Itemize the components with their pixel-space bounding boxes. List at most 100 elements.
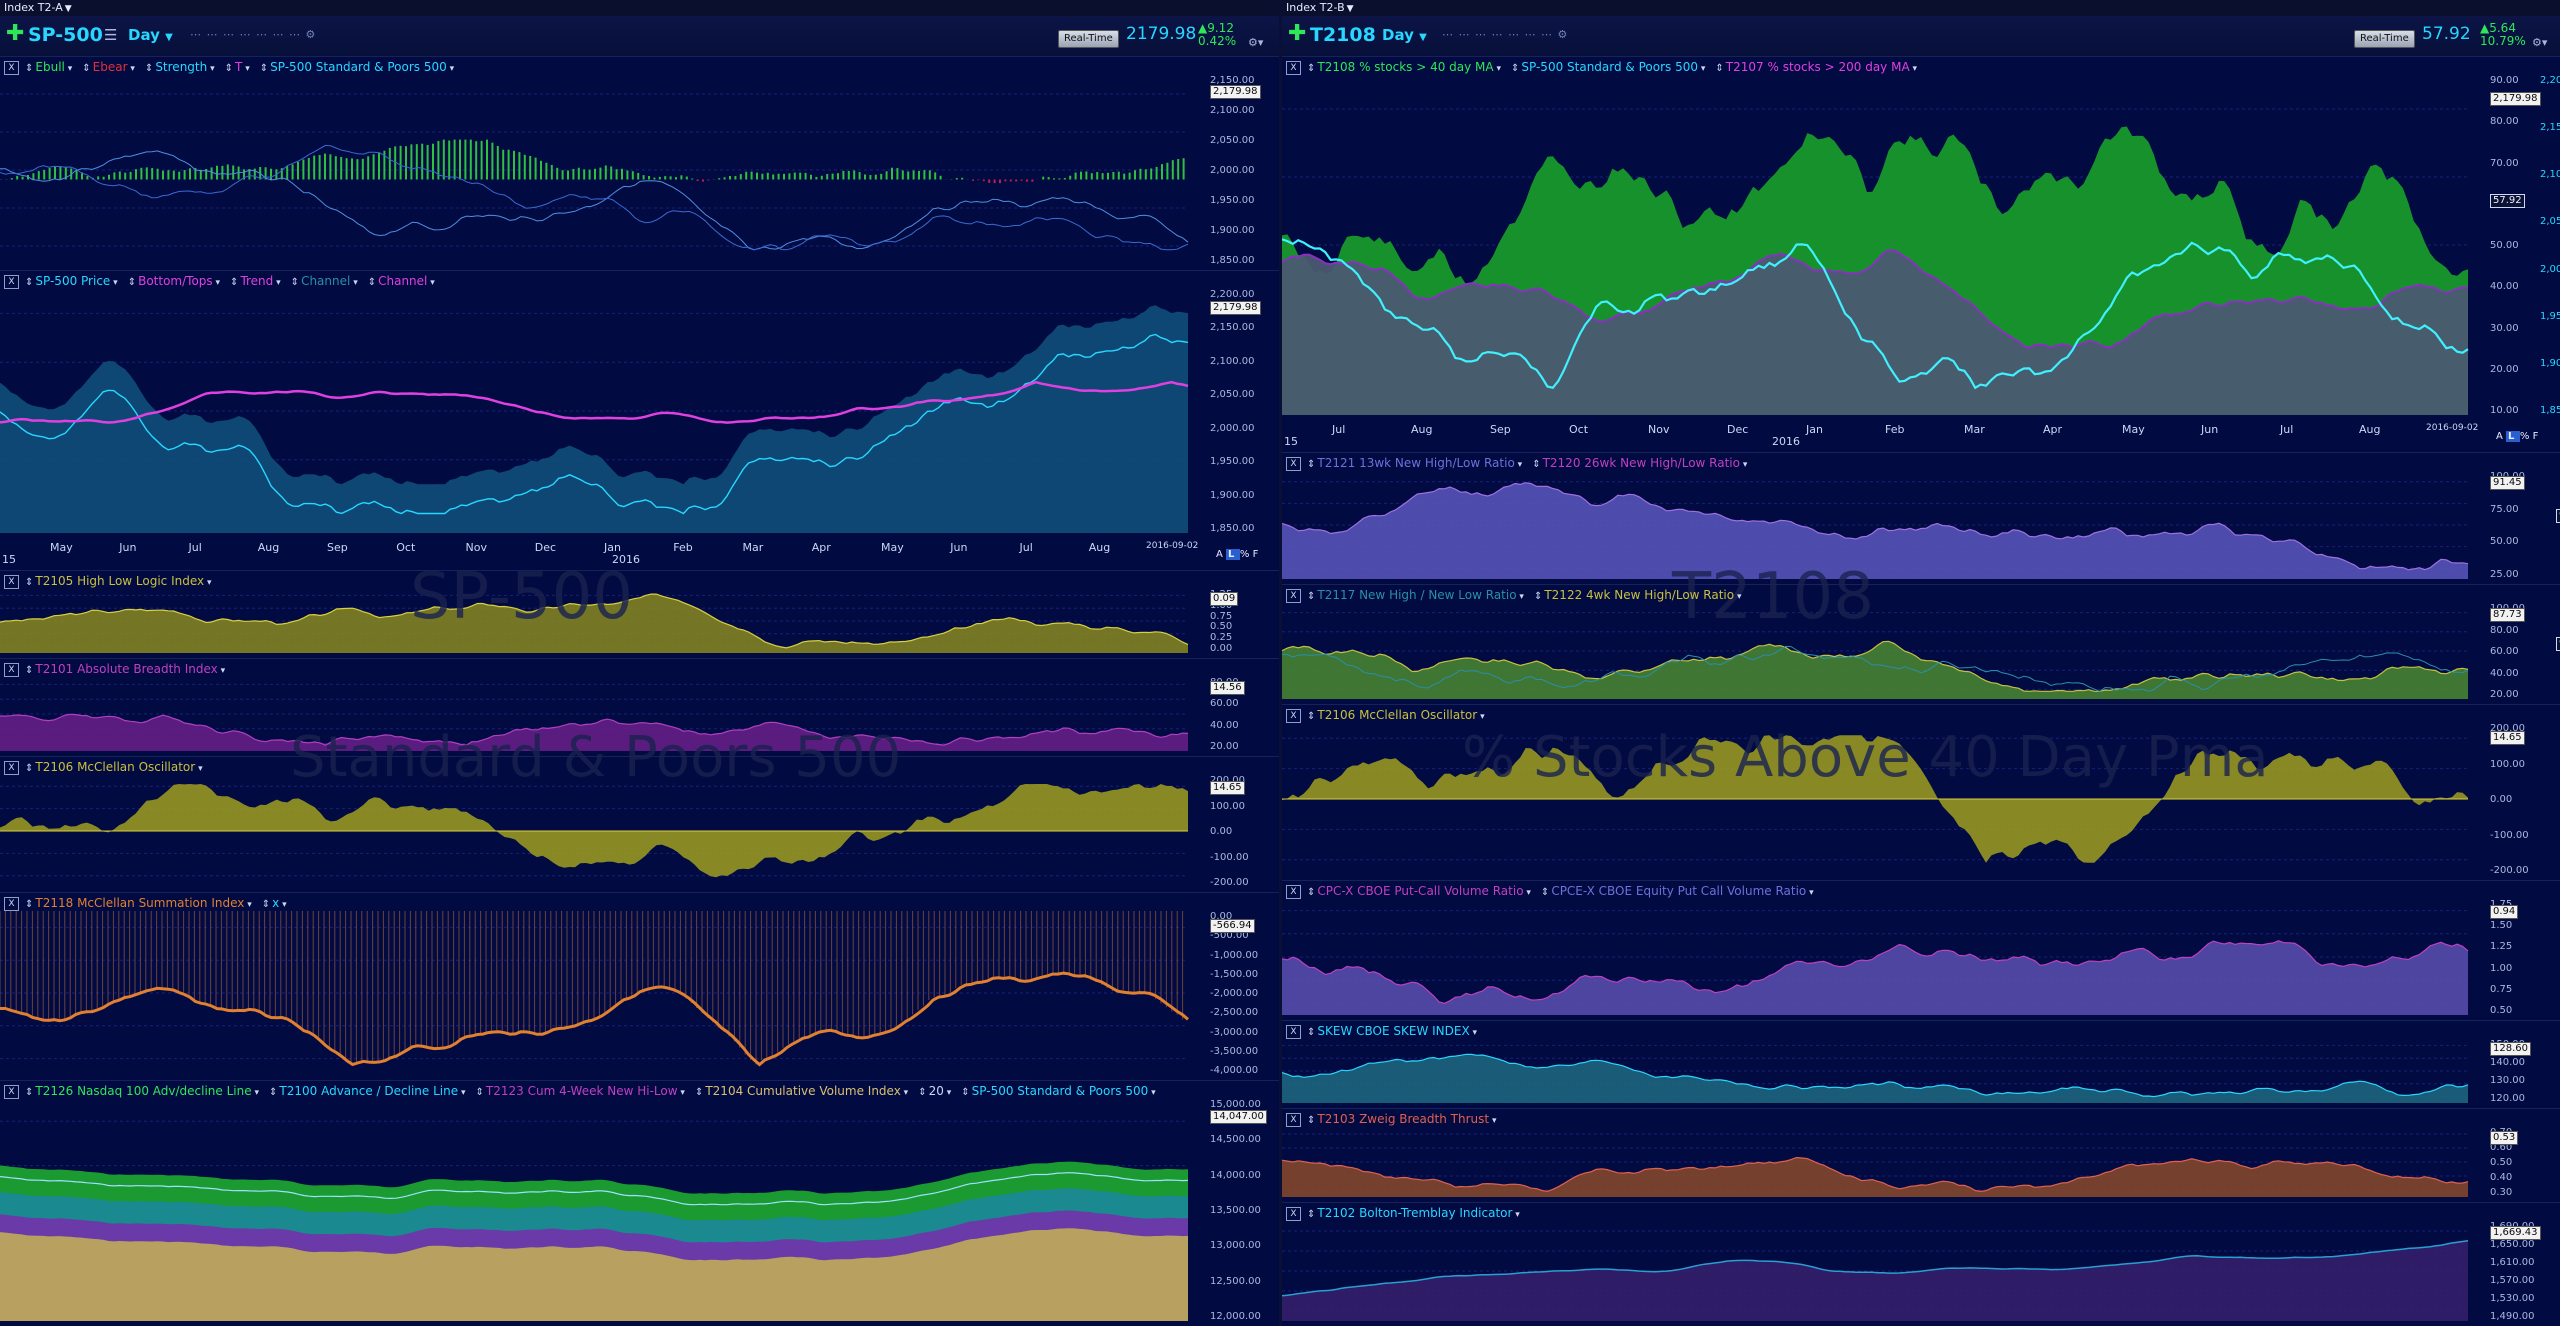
close-panel-button[interactable]: X	[4, 60, 19, 75]
legend-item[interactable]: ⇕ SP-500 Standard & Poors 500 ▾	[1511, 60, 1705, 74]
updown-icon[interactable]: ⇕	[1532, 459, 1541, 470]
chevron-down-icon[interactable]: ▾	[1477, 712, 1485, 722]
chevron-down-icon[interactable]: ▾	[1516, 592, 1524, 602]
legend-item[interactable]: ⇕ SKEW CBOE SKEW INDEX ▾	[1307, 1024, 1477, 1038]
indicator-panel-5[interactable]: X ⇕T2106 McClellan Oscillator ▾ 200.00 100.…	[0, 756, 1279, 893]
updown-icon[interactable]: ⇕	[144, 63, 154, 74]
legend-item[interactable]: ⇕ T2120 26wk New High/Low Ratio ▾	[1532, 456, 1747, 470]
chevron-down-icon[interactable]: ▾	[1148, 1088, 1156, 1098]
updown-icon[interactable]: ⇕	[25, 1087, 34, 1098]
close-panel-button[interactable]: X	[1286, 884, 1301, 899]
list-icon[interactable]: ☰	[104, 26, 118, 44]
period-selector[interactable]: Day ▼	[128, 26, 173, 44]
legend-item[interactable]: ⇕ SP-500 Standard & Poors 500 ▾	[260, 60, 454, 74]
close-panel-button[interactable]: X	[4, 760, 19, 775]
close-panel-button[interactable]: X	[1286, 588, 1301, 603]
chevron-down-icon[interactable]: ▾	[204, 578, 212, 588]
add-icon[interactable]: ✚	[1288, 21, 1307, 46]
updown-icon[interactable]: ⇕	[224, 63, 234, 74]
updown-icon[interactable]: ⇕	[261, 899, 271, 910]
legend-item[interactable]: ⇕ CPC-X CBOE Put-Call Volume Ratio ▾	[1307, 884, 1531, 898]
close-panel-button[interactable]: X	[1286, 1024, 1301, 1039]
indicator-panel-1[interactable]: X ⇕ Ebull ▾ ⇕ Ebear ▾ ⇕ Strength ▾ ⇕ T ▾ ⇕ SP-500 …	[0, 56, 1279, 271]
chevron-down-icon[interactable]: ▾	[458, 1088, 466, 1098]
updown-icon[interactable]: ⇕	[1511, 63, 1520, 74]
indicator-panel-2[interactable]: X ⇕ SP-500 Price ▾ ⇕ Bottom/Tops ▾ ⇕ Trend ▾ ⇕ C…	[0, 270, 1279, 571]
chevron-down-icon[interactable]: ▾	[1523, 888, 1531, 898]
scale-toggle[interactable]: L	[2506, 431, 2520, 442]
scale-toggle[interactable]: %	[2519, 431, 2533, 442]
legend-item[interactable]: ⇕ T2105 High Low Logic Index ▾	[25, 574, 212, 588]
updown-icon[interactable]: ⇕	[269, 1087, 278, 1098]
chevron-down-icon[interactable]: ▾	[217, 666, 226, 676]
updown-icon[interactable]: ⇕	[25, 665, 34, 676]
legend-item[interactable]: ⇕ T2104 Cumulative Volume Index ▾	[695, 1084, 908, 1098]
scale-toggle[interactable]: F	[2532, 431, 2539, 442]
chevron-down-icon[interactable]: ▾	[64, 64, 73, 74]
legend-item[interactable]: ⇕ T2126 Nasdaq 100 Adv/decline Line ▾	[25, 1084, 259, 1098]
updown-icon[interactable]: ⇕	[25, 577, 34, 588]
indicator-panel-3[interactable]: X⇕T2105 High Low Logic Index ▾1.251.000.…	[0, 570, 1279, 659]
legend-item[interactable]: ⇕ x ▾	[262, 896, 287, 910]
scale-toggle-group[interactable]: A L % F	[1216, 549, 1258, 560]
updown-icon[interactable]: ⇕	[1307, 459, 1316, 470]
updown-icon[interactable]: ⇕	[918, 1087, 927, 1098]
realtime-button[interactable]: Real-Time	[1058, 30, 1119, 48]
updown-icon[interactable]: ⇕	[475, 1087, 484, 1098]
close-panel-button[interactable]: X	[4, 274, 19, 289]
symbol-label[interactable]: T2108	[1310, 24, 1376, 46]
chevron-down-icon[interactable]: ▾	[242, 64, 250, 74]
legend-item[interactable]: ⇕ T2107 % stocks > 200 day MA ▾	[1715, 60, 1917, 74]
drawing-tools[interactable]: ⋯ ⋯ ⋯ ⋯ ⋯ ⋯ ⋯ ⚙	[1442, 28, 1569, 41]
chevron-down-icon[interactable]: ▾	[677, 1088, 685, 1098]
legend-item[interactable]: ⇕ T2106 McClellan Oscillator ▾	[1307, 708, 1485, 722]
updown-icon[interactable]: ⇕	[694, 1087, 704, 1098]
chevron-down-icon[interactable]: ▾	[110, 278, 118, 288]
updown-icon[interactable]: ⇕	[25, 277, 34, 288]
legend-item[interactable]: ⇕ 20 ▾	[918, 1084, 951, 1098]
chevron-down-icon[interactable]: ▾	[446, 64, 455, 74]
indicator-panel-3[interactable]: X ⇕ T2117 New High / New Low Ratio ▾ ⇕ T2122…	[1282, 584, 2560, 705]
chevron-down-icon[interactable]: ▾	[1512, 1210, 1520, 1220]
settings-icon[interactable]: ⚙▾	[1248, 36, 1264, 49]
updown-icon[interactable]: ⇕	[1307, 887, 1316, 898]
legend-item[interactable]: ⇕ T2122 4wk New High/Low Ratio ▾	[1534, 588, 1742, 602]
chevron-down-icon[interactable]: ▾	[900, 1088, 909, 1098]
updown-icon[interactable]: ⇕	[1307, 711, 1316, 722]
chevron-down-icon[interactable]: ▾	[212, 278, 221, 288]
legend-item[interactable]: ⇕ T2117 New High / New Low Ratio ▾	[1307, 588, 1524, 602]
scale-toggle-group[interactable]: A L % F	[2496, 431, 2538, 442]
chevron-down-icon[interactable]: ▾	[1469, 1028, 1478, 1038]
chevron-down-icon[interactable]: ▾	[1909, 64, 1918, 74]
close-panel-button[interactable]: X	[1286, 1112, 1301, 1127]
legend-item[interactable]: ⇕ T2101 Absolute Breadth Index ▾	[25, 662, 225, 676]
legend-item[interactable]: ⇕ Bottom/Tops ▾	[128, 274, 220, 288]
updown-icon[interactable]: ⇕	[127, 277, 137, 288]
legend-item[interactable]: ⇕ T2100 Advance / Decline Line ▾	[269, 1084, 466, 1098]
chevron-down-icon[interactable]: ▾	[1739, 460, 1748, 470]
legend-item[interactable]: ⇕ Channel ▾	[368, 274, 435, 288]
close-panel-button[interactable]: X	[4, 896, 19, 911]
indicator-panel-7[interactable]: X ⇕ T2126 Nasdaq 100 Adv/decline Line ▾ ⇕ T2…	[0, 1080, 1279, 1326]
updown-icon[interactable]: ⇕	[961, 1087, 970, 1098]
indicator-panel-1[interactable]: X ⇕ T2108 % stocks > 40 day MA ▾ ⇕ SP-500 St…	[1282, 56, 2560, 453]
indicator-panel-2[interactable]: X ⇕ T2121 13wk New High/Low Ratio ▾ ⇕ T2120 …	[1282, 452, 2560, 585]
window-divider[interactable]	[1279, 0, 1282, 1326]
updown-icon[interactable]: ⇕	[1307, 63, 1316, 74]
updown-icon[interactable]: ⇕	[1307, 1027, 1316, 1038]
legend-item[interactable]: ⇕ Ebear ▾	[82, 60, 135, 74]
realtime-button[interactable]: Real-Time	[2354, 30, 2415, 48]
scale-toggle[interactable]: A	[1216, 549, 1227, 560]
legend-item[interactable]: ⇕ T2118 McClellan Summation Index ▾	[25, 896, 252, 910]
symbol-label[interactable]: SP-500	[28, 24, 103, 46]
window-title-bar[interactable]: Index T2-B ▼	[1282, 0, 2560, 17]
scale-toggle[interactable]: %	[1239, 549, 1253, 560]
updown-icon[interactable]: ⇕	[25, 899, 34, 910]
legend-item[interactable]: ⇕ T2106 McClellan Oscillator ▾	[25, 760, 203, 774]
legend-item[interactable]: ⇕ Strength ▾	[145, 60, 215, 74]
legend-item[interactable]: ⇕ CPCE-X CBOE Equity Put Call Volume Rati…	[1541, 884, 1814, 898]
chevron-down-icon[interactable]: ▾	[207, 64, 215, 74]
updown-icon[interactable]: ⇕	[290, 277, 300, 288]
legend-item[interactable]: ⇕ SP-500 Standard & Poors 500 ▾	[961, 1084, 1155, 1098]
chevron-down-icon[interactable]: ▼	[64, 4, 72, 14]
